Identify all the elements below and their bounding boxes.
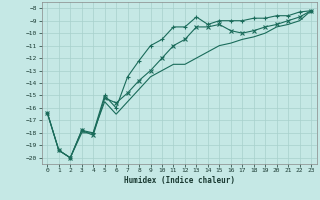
X-axis label: Humidex (Indice chaleur): Humidex (Indice chaleur) — [124, 176, 235, 185]
